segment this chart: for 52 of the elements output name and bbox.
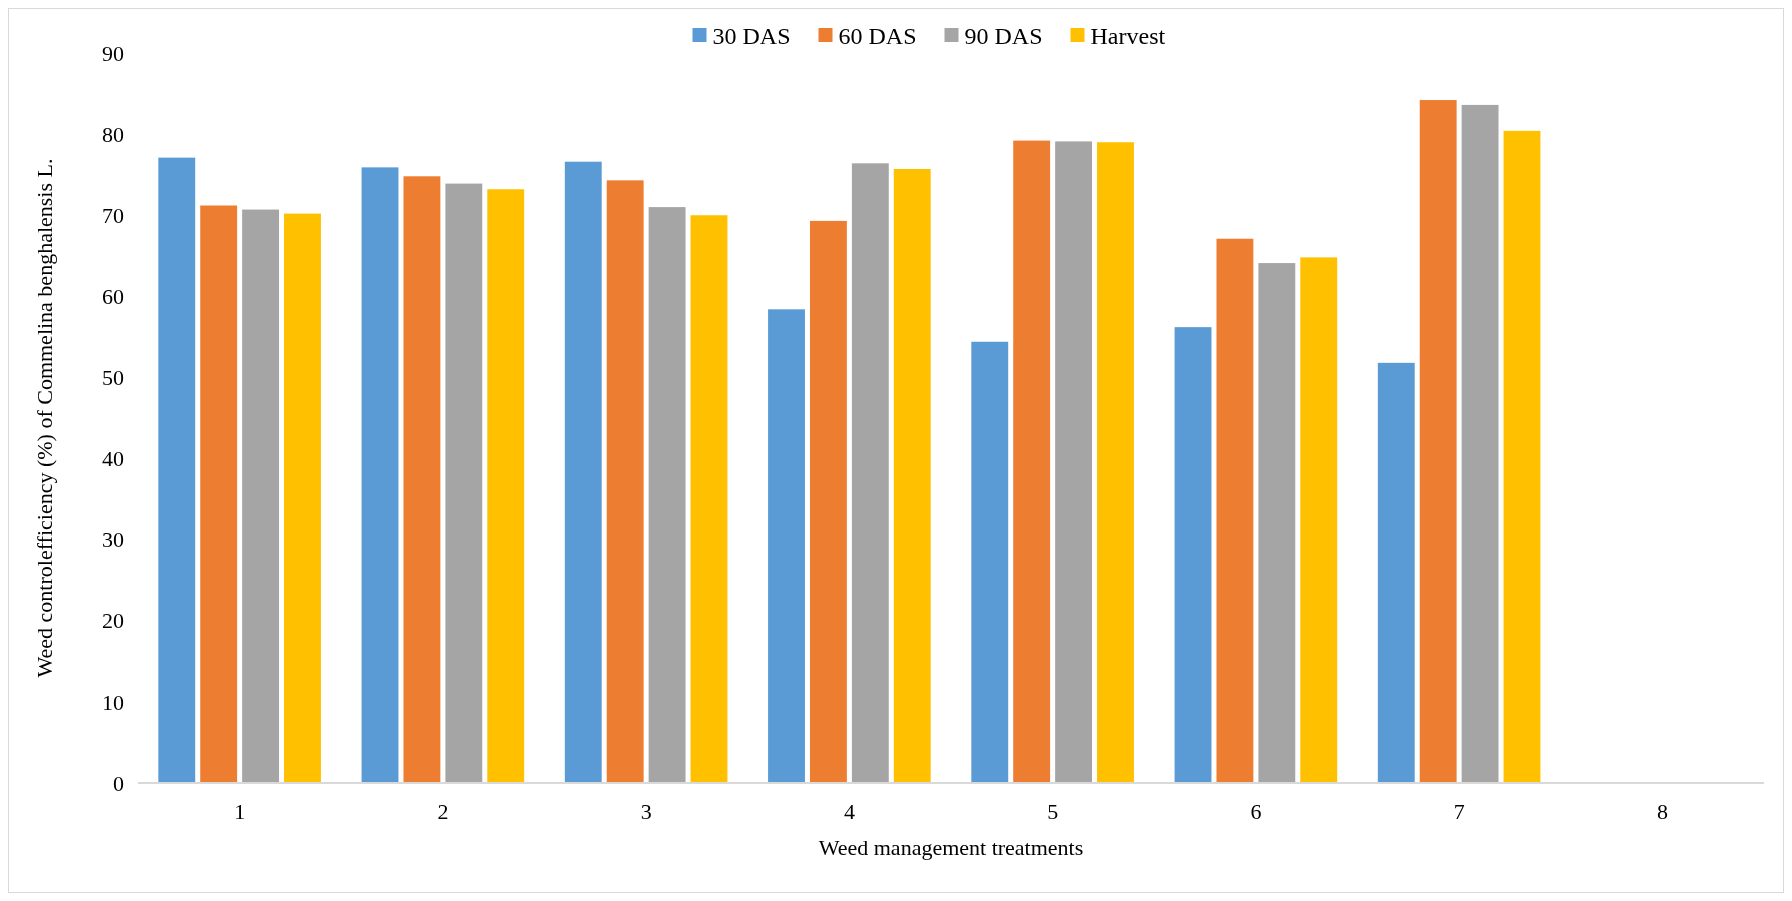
bar xyxy=(1055,141,1093,783)
legend-label: Harvest xyxy=(1090,23,1166,50)
bar xyxy=(809,220,847,783)
y-tick-label: 50 xyxy=(102,365,124,391)
x-tick-label: 1 xyxy=(234,799,246,824)
y-tick-label: 0 xyxy=(113,770,124,796)
x-tick-label: 6 xyxy=(1250,799,1262,824)
bar xyxy=(1503,130,1541,783)
x-tick-label: 4 xyxy=(843,799,855,824)
bar xyxy=(1377,362,1415,783)
y-tick-label: 30 xyxy=(102,527,124,553)
bar xyxy=(564,161,602,783)
legend-label: 90 DAS xyxy=(964,23,1043,50)
bar xyxy=(971,341,1009,783)
bar xyxy=(284,213,321,783)
bar xyxy=(1216,238,1254,783)
y-tick-label: 10 xyxy=(102,689,124,715)
bar xyxy=(200,205,238,783)
bar xyxy=(1419,100,1457,783)
y-tick-label: 60 xyxy=(102,284,124,310)
bar xyxy=(768,309,805,783)
y-tick-label: 90 xyxy=(102,40,124,66)
bar xyxy=(648,207,686,783)
y-tick-label: 20 xyxy=(102,608,124,634)
bar xyxy=(487,189,525,783)
bar xyxy=(158,157,196,783)
y-tick-label: 80 xyxy=(102,121,124,147)
bar xyxy=(690,215,728,783)
bar xyxy=(242,209,280,783)
bar xyxy=(403,176,441,783)
bar xyxy=(606,180,644,783)
x-tick-label: 5 xyxy=(1047,799,1059,824)
bar xyxy=(1174,327,1212,783)
y-tick-label: 70 xyxy=(102,202,124,228)
bar xyxy=(1097,142,1134,783)
x-tick-label: 7 xyxy=(1453,799,1465,824)
bar xyxy=(1258,263,1296,783)
bar xyxy=(445,183,483,783)
bar xyxy=(1013,140,1051,783)
x-tick-label: 2 xyxy=(437,799,449,824)
legend-label: 30 DAS xyxy=(712,23,791,50)
x-tick-label: 8 xyxy=(1656,799,1668,824)
x-tick-label: 3 xyxy=(640,799,652,824)
bar xyxy=(893,168,931,783)
y-tick-label: 40 xyxy=(102,446,124,472)
y-axis-title: Weed controlefficiency (%) of Commelina benghalensis L. xyxy=(32,158,57,678)
bar xyxy=(361,167,399,783)
x-axis-title: Weed management treatments xyxy=(818,835,1084,860)
bar xyxy=(1300,257,1338,783)
bar xyxy=(1461,104,1499,783)
bar xyxy=(851,163,889,783)
legend-label: 60 DAS xyxy=(838,23,917,50)
